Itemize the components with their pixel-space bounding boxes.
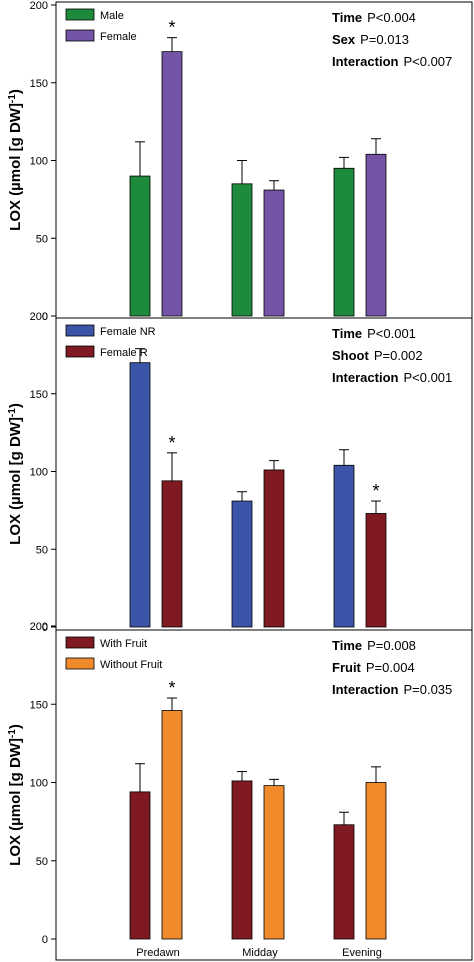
y-axis-label: LOX (µmol [g DW]-1) <box>7 724 25 866</box>
y-tick-label: 150 <box>30 389 48 401</box>
legend-swatch <box>65 29 95 42</box>
y-tick-label: 0 <box>42 311 48 323</box>
bar-male-evening <box>333 167 355 317</box>
stat-line: Interaction P<0.007 <box>332 54 452 69</box>
legend-entry: Male <box>100 10 124 22</box>
y-tick-label: 150 <box>30 78 48 90</box>
stat-line: Time P=0.008 <box>332 638 416 653</box>
legend-swatch <box>65 657 95 670</box>
bar-without-fruit-midday <box>263 785 285 940</box>
bar-without-fruit-predawn <box>161 710 183 940</box>
y-tick-label: 0 <box>42 622 48 634</box>
y-tick-label: 100 <box>30 467 48 479</box>
bar-female-nr-predawn <box>129 362 151 628</box>
bar-male-midday <box>231 183 253 317</box>
bar-without-fruit-evening <box>365 782 387 940</box>
x-category-label: Midday <box>242 947 278 959</box>
bar-female-predawn <box>161 51 183 317</box>
stat-line: Interaction P=0.035 <box>332 682 452 697</box>
legend-entry: With Fruit <box>100 638 147 650</box>
bar-female-nr-evening <box>333 464 355 628</box>
y-tick-label: 150 <box>30 699 48 711</box>
bar-with-fruit-midday <box>231 780 253 940</box>
panel-frame <box>55 629 473 961</box>
bar-male-predawn <box>129 175 151 317</box>
x-category-label: Evening <box>342 947 382 959</box>
significance-marker: * <box>168 18 175 38</box>
y-tick-label: 50 <box>36 233 48 245</box>
y-tick-label: 200 <box>30 0 48 12</box>
y-tick-label: 0 <box>42 934 48 946</box>
legend-swatch <box>65 8 95 21</box>
stat-line: Shoot P=0.002 <box>332 348 423 363</box>
significance-marker: * <box>168 433 175 453</box>
bar-female-r-predawn <box>161 480 183 628</box>
x-category-label: Predawn <box>136 947 179 959</box>
legend-entry: Female NR <box>100 326 156 338</box>
bar-female-r-midday <box>263 469 285 628</box>
legend-swatch <box>65 345 95 358</box>
y-tick-label: 50 <box>36 544 48 556</box>
panel-3: 0 50 100 150 200 LOX (µmol [g DW]-1) * With Fru… <box>7 621 473 961</box>
panel-2: 0 50 100 150 200 LOX (µmol [g DW]-1) * * Female … <box>7 311 473 634</box>
y-tick-label: 200 <box>30 621 48 633</box>
legend-entry: Female R <box>100 347 148 359</box>
legend-entry: Female <box>100 31 137 43</box>
legend-swatch <box>65 636 95 649</box>
stat-line: Interaction P<0.001 <box>332 370 452 385</box>
bar-female-nr-midday <box>231 500 253 628</box>
y-tick-label: 50 <box>36 856 48 868</box>
panel-1: 0 50 100 150 200 LOX (µmol [g DW]-1) * Male Fema… <box>7 0 473 323</box>
bar-female-midday <box>263 189 285 317</box>
legend-entry: Without Fruit <box>100 659 162 671</box>
stat-line: Time P<0.001 <box>332 326 416 341</box>
y-tick-label: 100 <box>30 778 48 790</box>
significance-marker: * <box>168 678 175 698</box>
bar-with-fruit-predawn <box>129 791 151 940</box>
bar-with-fruit-evening <box>333 824 355 940</box>
y-tick-label: 100 <box>30 156 48 168</box>
y-tick-label: 200 <box>30 311 48 323</box>
y-axis-label: LOX (µmol [g DW]-1) <box>7 403 25 545</box>
significance-marker: * <box>372 481 379 501</box>
bar-female-evening <box>365 153 387 317</box>
stat-line: Time P<0.004 <box>332 10 416 25</box>
y-axis-label: LOX (µmol [g DW]-1) <box>7 89 25 231</box>
stat-line: Fruit P=0.004 <box>332 660 415 675</box>
stat-line: Sex P=0.013 <box>332 32 409 47</box>
bar-female-r-evening <box>365 513 387 628</box>
legend-swatch <box>65 324 95 337</box>
